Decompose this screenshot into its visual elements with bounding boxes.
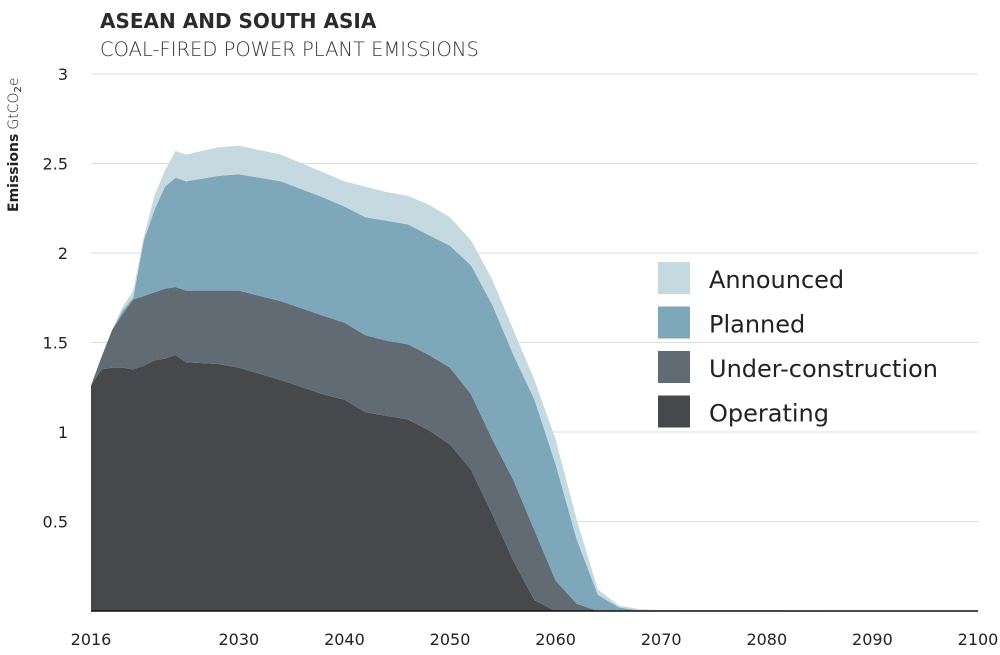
legend-item: Operating — [658, 395, 829, 428]
legend-item: Under-construction — [658, 351, 938, 383]
x-tick-label: 2060 — [535, 630, 576, 649]
x-tick-label: 2100 — [958, 630, 999, 649]
areas — [91, 145, 978, 611]
legend-swatch — [658, 306, 690, 339]
legend-item: Announced — [658, 262, 844, 294]
legend-label: Planned — [709, 311, 805, 339]
area-under-construction — [91, 287, 978, 611]
x-tick-label: 2090 — [852, 630, 893, 649]
y-tick-label: 2.5 — [43, 155, 68, 174]
x-tick-label: 2016 — [71, 630, 112, 649]
y-tick-label: 2 — [58, 244, 68, 263]
x-tick-label: 2030 — [218, 630, 259, 649]
y-tick-labels: 0.5 1 1.5 2 2.5 3 — [43, 65, 68, 532]
x-tick-labels: 2016 2030 2040 2050 2060 2070 2080 2090 2100 — [71, 630, 999, 649]
y-tick-label: 1 — [58, 423, 68, 442]
area-planned — [91, 174, 978, 611]
legend-swatch — [658, 395, 690, 428]
legend-swatch — [658, 262, 690, 294]
legend-label: Announced — [709, 266, 844, 294]
y-tick-label: 3 — [58, 65, 68, 84]
x-tick-label: 2080 — [746, 630, 787, 649]
x-tick-label: 2040 — [324, 630, 365, 649]
y-tick-label: 1.5 — [43, 334, 68, 353]
chart-title: ASEAN AND SOUTH ASIA — [100, 9, 377, 33]
legend-label: Under-construction — [709, 355, 938, 383]
x-tick-label: 2070 — [641, 630, 682, 649]
chart-subtitle: COAL-FIRED POWER PLANT EMISSIONS — [100, 38, 479, 61]
x-tick-label: 2050 — [430, 630, 471, 649]
area-operating — [91, 355, 978, 611]
legend-item: Planned — [658, 306, 805, 339]
y-axis-label: EmissionsGtCO2e — [6, 78, 24, 212]
y-tick-label: 0.5 — [43, 513, 68, 532]
legend: Announced Planned Under-construction Operat… — [658, 262, 938, 428]
legend-swatch — [658, 351, 690, 383]
legend-label: Operating — [709, 400, 829, 428]
